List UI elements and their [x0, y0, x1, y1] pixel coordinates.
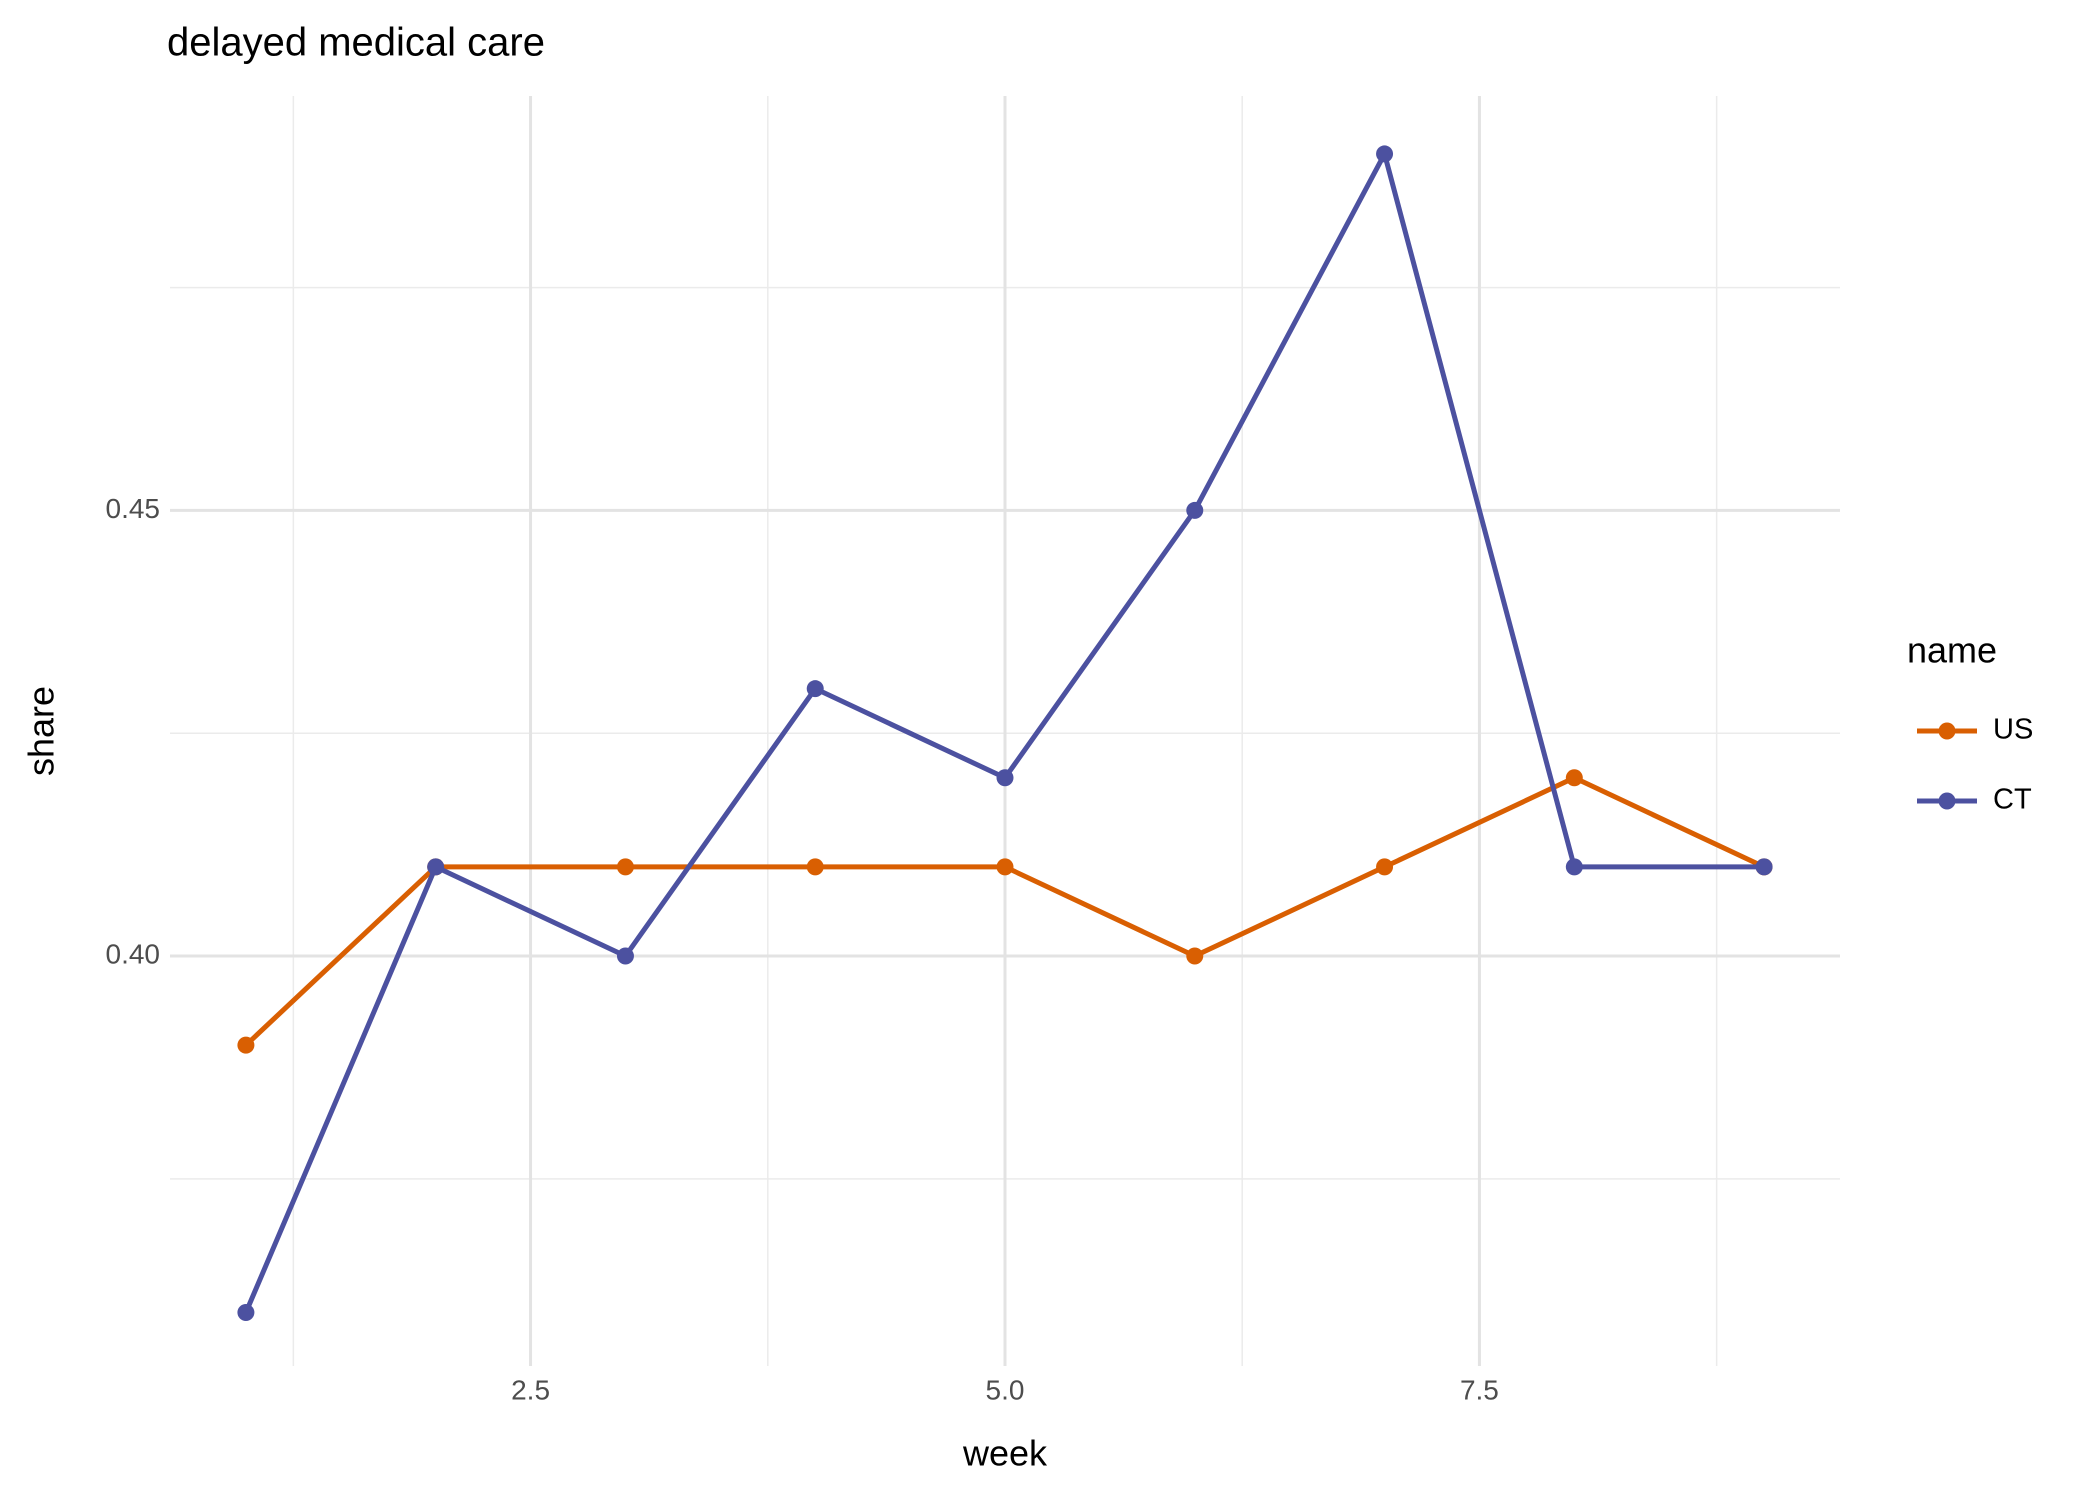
y-axis-label: share: [21, 686, 62, 776]
x-tick-label: 2.5: [511, 1374, 550, 1405]
y-tick-label: 0.40: [106, 938, 161, 969]
legend-label: US: [1993, 714, 2033, 746]
legend-title: name: [1907, 630, 1997, 671]
data-point: [1755, 858, 1773, 876]
legend-swatch-point: [1938, 722, 1956, 740]
data-point: [1376, 858, 1394, 876]
data-point: [996, 769, 1014, 787]
legend-label: CT: [1993, 784, 2032, 816]
data-point: [806, 858, 824, 876]
data-point: [1565, 769, 1583, 787]
data-point: [1186, 501, 1204, 519]
data-point: [427, 858, 445, 876]
x-tick-label: 5.0: [986, 1374, 1025, 1405]
x-tick-label: 7.5: [1460, 1374, 1499, 1405]
data-point: [237, 1304, 255, 1322]
y-tick-label: 0.45: [106, 493, 161, 524]
data-point: [996, 858, 1014, 876]
data-point: [616, 947, 634, 965]
data-point: [616, 858, 634, 876]
data-point: [1376, 145, 1394, 163]
data-point: [806, 680, 824, 698]
legend-swatch-point: [1938, 792, 1956, 810]
x-axis-label: week: [962, 1433, 1048, 1474]
data-point: [237, 1036, 255, 1054]
data-point: [1565, 858, 1583, 876]
chart-title: delayed medical care: [167, 21, 545, 65]
data-point: [1186, 947, 1204, 965]
